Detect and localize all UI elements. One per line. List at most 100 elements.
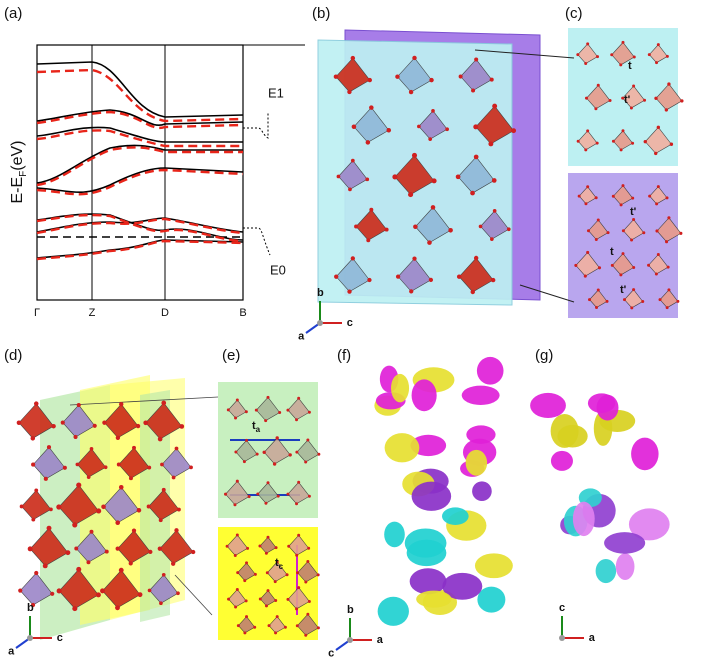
atom — [597, 266, 602, 270]
kpoint-label: D — [161, 307, 169, 319]
atom — [62, 465, 67, 470]
atom — [611, 194, 615, 198]
atom — [632, 55, 636, 59]
atom — [50, 591, 55, 596]
atom — [146, 504, 151, 509]
atom — [171, 475, 176, 480]
atom — [608, 98, 612, 103]
orbital-lobe — [530, 392, 566, 419]
orbital-lobe — [557, 424, 588, 448]
atom — [244, 599, 248, 603]
atom — [272, 462, 277, 466]
atom — [304, 580, 308, 584]
atom — [147, 588, 152, 593]
orbital-lobe — [466, 425, 496, 444]
atom — [86, 475, 91, 479]
atom — [233, 553, 237, 557]
atom — [34, 488, 39, 493]
pointer — [519, 284, 575, 303]
band-plot — [36, 44, 305, 301]
atom — [631, 141, 635, 145]
atom — [43, 476, 48, 481]
atom — [157, 436, 163, 442]
atom — [273, 580, 277, 584]
ylabel-unit: (eV) — [9, 140, 26, 170]
atom — [65, 550, 71, 556]
atom — [594, 107, 598, 111]
atom — [297, 396, 301, 400]
atom — [408, 192, 414, 198]
atom — [621, 40, 625, 44]
atom — [148, 549, 153, 555]
plot-frame — [36, 44, 244, 301]
axis-letter: a — [589, 632, 596, 644]
atom — [665, 306, 669, 310]
atom — [174, 528, 179, 533]
atom — [143, 420, 149, 426]
atom — [275, 436, 279, 440]
atom — [664, 240, 669, 244]
atom — [588, 298, 592, 302]
atom — [286, 597, 290, 601]
orbital-lobe — [442, 572, 483, 600]
axis-origin — [27, 635, 33, 641]
atom — [412, 55, 417, 61]
atom — [179, 424, 185, 429]
axis-letter: c — [328, 647, 334, 659]
atom — [297, 480, 301, 484]
axis-letter: c — [347, 317, 353, 329]
atom — [594, 238, 598, 242]
atom — [586, 129, 590, 133]
structure-drawings — [15, 28, 684, 651]
atom — [584, 96, 589, 100]
panel-label: (a) — [4, 5, 22, 22]
bands-model — [36, 68, 244, 261]
atom — [226, 408, 230, 412]
orbital-lobe — [377, 596, 409, 626]
atom — [264, 604, 268, 608]
atom — [274, 631, 278, 635]
e1-bracket — [243, 112, 269, 139]
atom — [76, 566, 82, 572]
bands-dft — [36, 61, 244, 259]
atom — [473, 154, 479, 160]
atom — [429, 77, 434, 83]
atom — [366, 238, 371, 243]
atom — [157, 546, 163, 551]
atom — [253, 625, 257, 629]
atom — [417, 124, 421, 129]
axis-letter: b — [317, 287, 324, 299]
atom — [431, 178, 437, 184]
atom — [131, 528, 137, 533]
atom — [96, 508, 102, 514]
atom — [136, 508, 142, 513]
atom — [596, 83, 600, 87]
atom — [428, 277, 434, 283]
ylabel-sub: F — [18, 171, 29, 177]
axis-letter: b — [347, 604, 354, 616]
atom — [285, 573, 289, 577]
atom — [643, 98, 647, 102]
ylabel-main: E-E — [9, 177, 26, 204]
panel-label: (f) — [337, 347, 351, 364]
atom — [102, 420, 107, 425]
atom — [275, 560, 279, 564]
atom — [622, 298, 626, 302]
atom — [490, 237, 494, 241]
atom — [286, 408, 290, 412]
atom — [56, 504, 62, 510]
atom — [491, 178, 497, 183]
atom — [18, 588, 23, 593]
atom — [643, 139, 647, 144]
annotation: E1 — [268, 85, 284, 100]
atom — [116, 462, 121, 467]
orbital-lobe — [550, 450, 573, 471]
atom — [304, 633, 308, 637]
atom — [680, 99, 684, 103]
atom — [190, 549, 196, 555]
atom — [506, 227, 511, 232]
pointer — [69, 396, 219, 406]
atom — [115, 435, 121, 440]
orbital-lobe — [572, 501, 595, 537]
atom — [288, 453, 292, 457]
